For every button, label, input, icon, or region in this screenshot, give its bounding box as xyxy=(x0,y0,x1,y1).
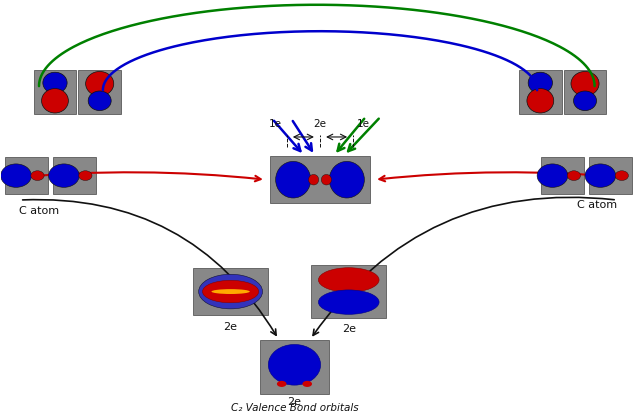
FancyBboxPatch shape xyxy=(270,156,370,203)
FancyBboxPatch shape xyxy=(312,265,386,318)
Ellipse shape xyxy=(268,344,321,385)
Ellipse shape xyxy=(319,290,379,314)
Ellipse shape xyxy=(321,174,332,185)
Text: C₂ Valence Bond orbitals: C₂ Valence Bond orbitals xyxy=(230,403,358,413)
FancyBboxPatch shape xyxy=(564,71,607,114)
Text: 2e: 2e xyxy=(223,322,237,332)
Ellipse shape xyxy=(1,164,31,187)
Ellipse shape xyxy=(42,88,68,113)
Text: 2e: 2e xyxy=(287,397,301,407)
Ellipse shape xyxy=(573,91,596,110)
Ellipse shape xyxy=(202,281,259,303)
Ellipse shape xyxy=(585,164,616,187)
Ellipse shape xyxy=(49,164,79,187)
Ellipse shape xyxy=(211,289,250,294)
FancyBboxPatch shape xyxy=(193,268,268,315)
Ellipse shape xyxy=(528,72,552,93)
Ellipse shape xyxy=(527,88,554,113)
Text: 2e: 2e xyxy=(342,324,356,334)
FancyBboxPatch shape xyxy=(78,71,121,114)
Ellipse shape xyxy=(571,71,599,96)
FancyBboxPatch shape xyxy=(541,157,584,194)
Ellipse shape xyxy=(319,268,379,292)
FancyBboxPatch shape xyxy=(519,71,562,114)
Ellipse shape xyxy=(308,174,319,185)
Ellipse shape xyxy=(277,381,287,387)
Ellipse shape xyxy=(276,161,311,198)
Ellipse shape xyxy=(303,381,312,387)
Ellipse shape xyxy=(537,164,568,187)
Ellipse shape xyxy=(567,171,580,181)
Text: 2e: 2e xyxy=(314,119,326,129)
Text: 1e: 1e xyxy=(357,119,370,129)
Text: 1e: 1e xyxy=(269,119,282,129)
Ellipse shape xyxy=(31,171,44,181)
Ellipse shape xyxy=(615,171,628,181)
Ellipse shape xyxy=(43,72,67,93)
FancyBboxPatch shape xyxy=(33,71,76,114)
Ellipse shape xyxy=(79,171,92,181)
FancyBboxPatch shape xyxy=(589,157,632,194)
Text: C atom: C atom xyxy=(577,200,617,210)
FancyBboxPatch shape xyxy=(260,340,328,394)
Text: C atom: C atom xyxy=(19,206,59,216)
Ellipse shape xyxy=(86,71,114,96)
Ellipse shape xyxy=(88,91,111,110)
FancyBboxPatch shape xyxy=(5,157,47,194)
FancyBboxPatch shape xyxy=(52,157,95,194)
Ellipse shape xyxy=(198,274,262,309)
Ellipse shape xyxy=(329,161,364,198)
